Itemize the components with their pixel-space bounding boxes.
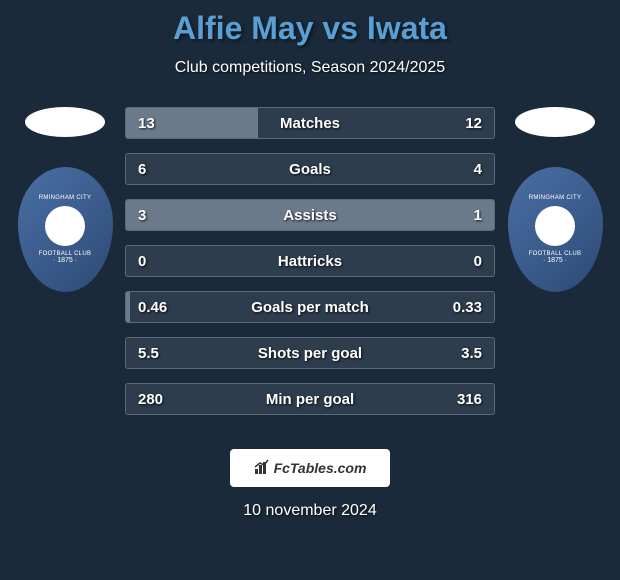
stat-label: Goals xyxy=(126,161,494,178)
stat-row: 280316Min per goal xyxy=(125,383,495,415)
crest-year: · 1875 · xyxy=(53,257,77,264)
crest-text: RMINGHAM CITY xyxy=(39,195,92,201)
page-subtitle: Club competitions, Season 2024/2025 xyxy=(0,59,620,77)
crest-text: RMINGHAM CITY xyxy=(529,195,582,201)
stat-row: 31Assists xyxy=(125,199,495,231)
right-club-crest: RMINGHAM CITY FOOTBALL CLUB · 1875 · xyxy=(508,167,603,292)
logo-text: FcTables.com xyxy=(274,460,367,476)
content-area: RMINGHAM CITY FOOTBALL CLUB · 1875 · 131… xyxy=(0,107,620,429)
chart-icon xyxy=(254,459,270,478)
stat-row: 1312Matches xyxy=(125,107,495,139)
stat-label: Hattricks xyxy=(126,253,494,270)
stat-label: Matches xyxy=(126,115,494,132)
ball-icon xyxy=(45,206,85,246)
left-club-crest: RMINGHAM CITY FOOTBALL CLUB · 1875 · xyxy=(18,167,113,292)
stat-label: Assists xyxy=(126,207,494,224)
right-player-column: RMINGHAM CITY FOOTBALL CLUB · 1875 · xyxy=(505,107,605,292)
fctables-logo[interactable]: FcTables.com xyxy=(230,449,390,487)
stat-label: Goals per match xyxy=(126,299,494,316)
stat-label: Shots per goal xyxy=(126,345,494,362)
left-flag-icon xyxy=(25,107,105,137)
stat-label: Min per goal xyxy=(126,391,494,408)
date-label: 10 november 2024 xyxy=(0,502,620,520)
ball-icon xyxy=(535,206,575,246)
stat-row: 5.53.5Shots per goal xyxy=(125,337,495,369)
stat-row: 00Hattricks xyxy=(125,245,495,277)
page-title: Alfie May vs Iwata xyxy=(0,10,620,47)
stats-column: 1312Matches 64Goals 31Assists 00Hattricks 0.… xyxy=(125,107,495,429)
right-flag-icon xyxy=(515,107,595,137)
stat-row: 0.460.33Goals per match xyxy=(125,291,495,323)
stat-row: 64Goals xyxy=(125,153,495,185)
crest-year: · 1875 · xyxy=(543,257,567,264)
main-container: Alfie May vs Iwata Club competitions, Se… xyxy=(0,0,620,580)
left-player-column: RMINGHAM CITY FOOTBALL CLUB · 1875 · xyxy=(15,107,115,292)
